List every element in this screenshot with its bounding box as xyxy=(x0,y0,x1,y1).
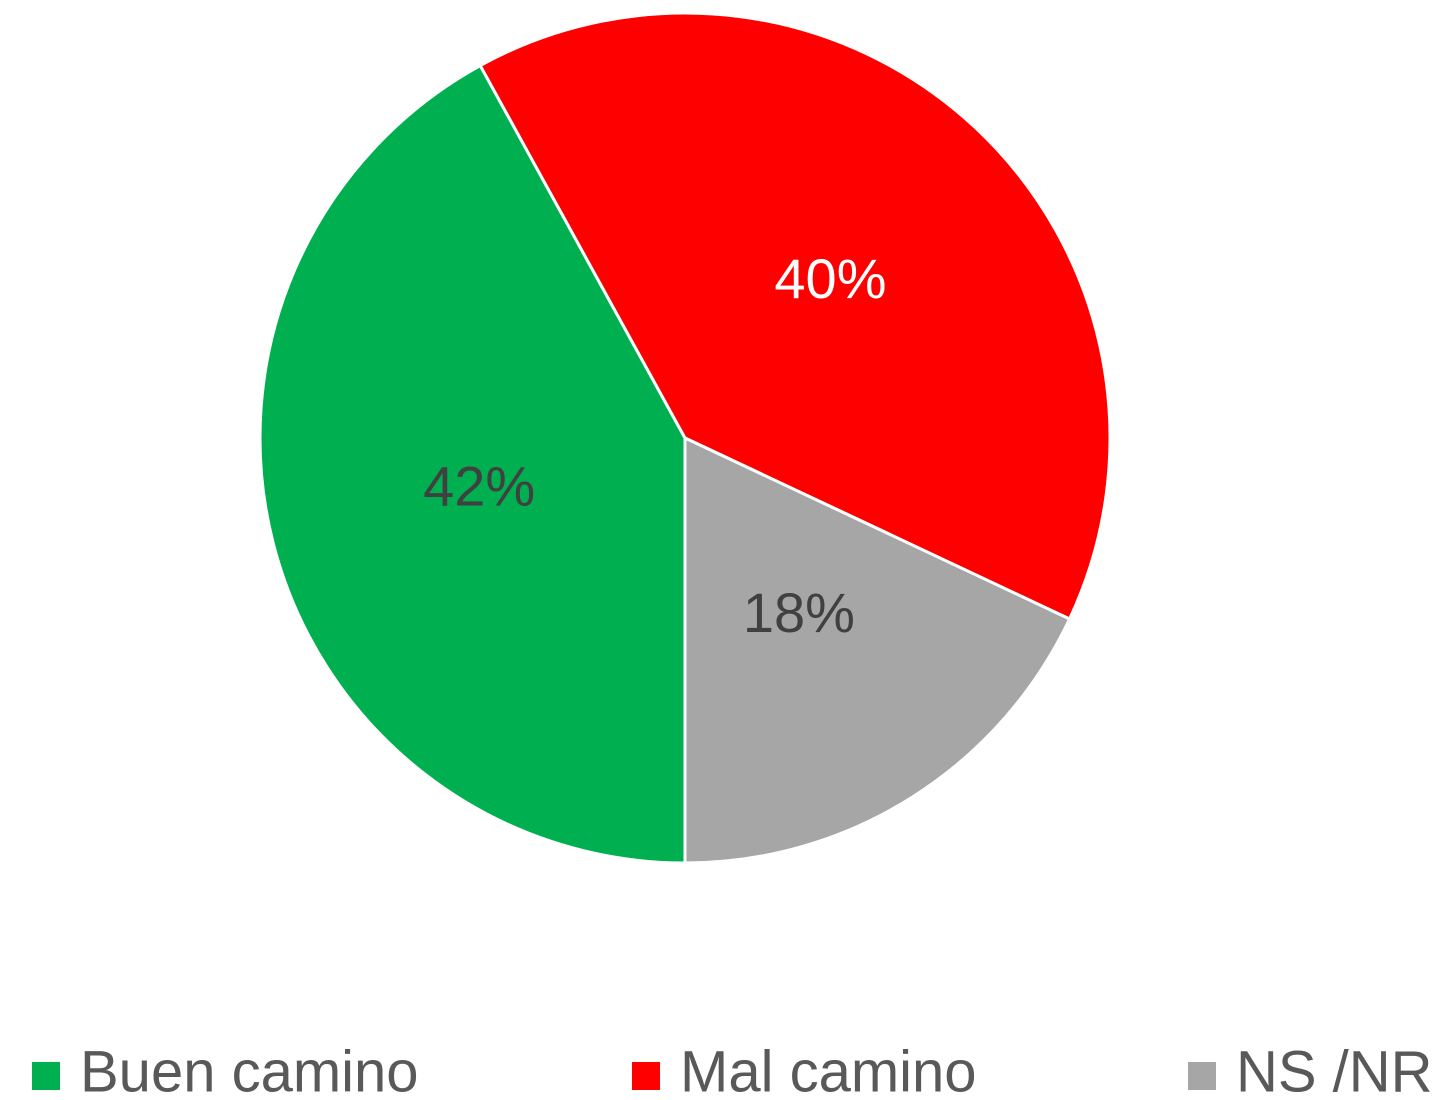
legend-swatch xyxy=(632,1062,660,1090)
legend-label: NS /NR xyxy=(1236,1039,1433,1100)
pie-slice xyxy=(258,63,687,865)
pie-slice xyxy=(683,435,1072,865)
legend-label: Mal camino xyxy=(680,1039,977,1100)
legend-swatch xyxy=(32,1062,60,1090)
data-label: 18% xyxy=(743,581,855,644)
legend-label: Buen camino xyxy=(80,1039,419,1100)
data-label: 40% xyxy=(774,247,886,310)
data-label: 42% xyxy=(423,455,535,518)
pie-slice xyxy=(478,11,1112,621)
legend-swatch xyxy=(1188,1062,1216,1090)
